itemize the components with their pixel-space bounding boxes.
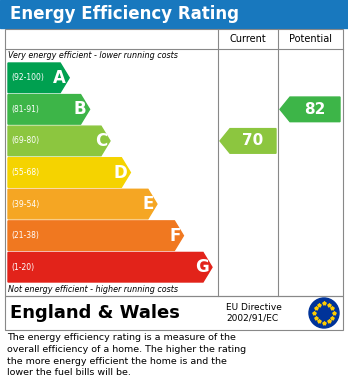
Text: (21-38): (21-38) (11, 231, 39, 240)
Text: Energy Efficiency Rating: Energy Efficiency Rating (10, 5, 239, 23)
Bar (0, 0, 348, 28)
Text: 82: 82 (304, 102, 326, 117)
Text: 70: 70 (242, 133, 264, 149)
Text: G: G (195, 258, 209, 276)
Text: Current: Current (230, 34, 266, 44)
Text: England & Wales: England & Wales (10, 304, 180, 322)
Text: F: F (169, 227, 181, 245)
Text: (92-100): (92-100) (11, 73, 44, 82)
Text: Very energy efficient - lower running costs: Very energy efficient - lower running co… (8, 51, 178, 60)
Polygon shape (8, 126, 110, 156)
Text: (1-20): (1-20) (11, 263, 34, 272)
Text: EU Directive
2002/91/EC: EU Directive 2002/91/EC (226, 303, 282, 323)
Polygon shape (8, 63, 69, 93)
Text: (81-91): (81-91) (11, 105, 39, 114)
Text: E: E (143, 195, 154, 213)
Polygon shape (220, 129, 276, 153)
Polygon shape (280, 97, 340, 122)
Polygon shape (8, 158, 130, 187)
Text: C: C (95, 132, 107, 150)
Polygon shape (8, 95, 89, 124)
Bar (5, 296, 343, 330)
Text: B: B (74, 100, 87, 118)
Polygon shape (8, 221, 183, 250)
Text: (69-80): (69-80) (11, 136, 39, 145)
Polygon shape (8, 189, 157, 219)
Text: Potential: Potential (289, 34, 332, 44)
Bar (5, 29, 343, 296)
Circle shape (309, 298, 339, 328)
Polygon shape (8, 253, 212, 282)
Text: Not energy efficient - higher running costs: Not energy efficient - higher running co… (8, 285, 178, 294)
Text: (55-68): (55-68) (11, 168, 39, 177)
Text: D: D (114, 163, 127, 181)
Text: A: A (53, 69, 66, 87)
Text: (39-54): (39-54) (11, 199, 39, 208)
Text: The energy efficiency rating is a measure of the
overall efficiency of a home. T: The energy efficiency rating is a measur… (7, 333, 246, 377)
